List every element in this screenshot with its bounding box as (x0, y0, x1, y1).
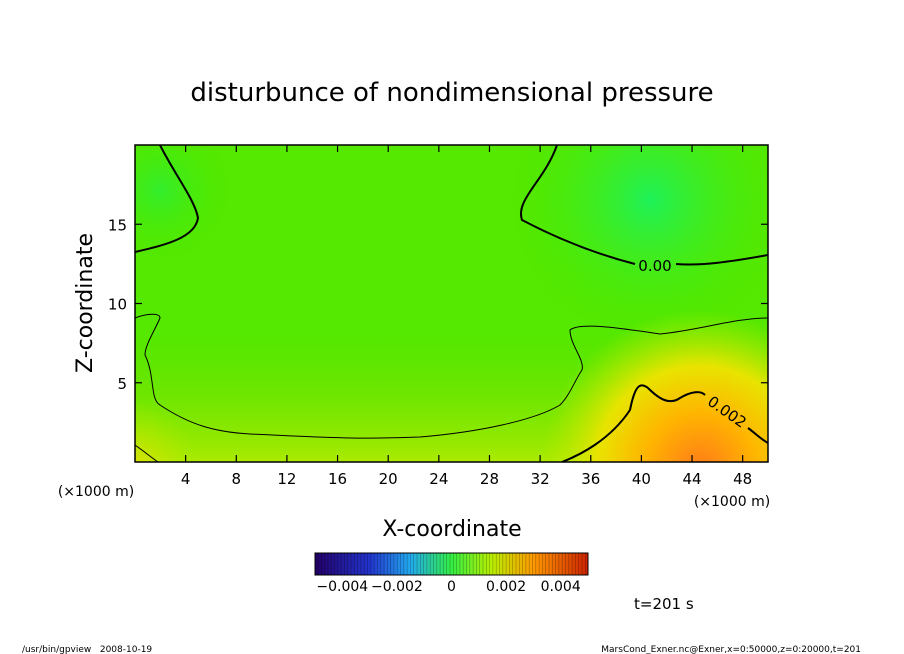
contour-0.002 (561, 384, 768, 462)
footer-left: /usr/bin/gpview 2008-10-19 (22, 645, 152, 654)
x-unit-right: (×1000 m) (694, 494, 770, 510)
y-axis: 5 10 15 (108, 216, 768, 393)
colorbar-tick-label: −0.004 (316, 579, 368, 595)
footer-right: MarsCond_Exner.nc@Exner,x=0:50000,z=0:20… (601, 645, 861, 654)
x-tick-label: 40 (632, 470, 651, 488)
x-tick-label: 12 (277, 470, 296, 488)
y-tick-label: 5 (117, 375, 127, 393)
chart-title: disturbunce of nondimensional pressure (190, 78, 713, 108)
contour-thin-left (135, 313, 768, 439)
x-tick-label: 48 (733, 470, 752, 488)
colorbar-tick-label: 0.002 (486, 579, 526, 595)
x-tick-label: 20 (379, 470, 398, 488)
x-axis: 4 8 12 16 20 24 28 32 36 40 44 48 (181, 145, 752, 488)
time-label: t=201 s (634, 595, 694, 613)
x-tick-label: 24 (429, 470, 448, 488)
x-tick-label: 8 (232, 470, 242, 488)
x-axis-label: X-coordinate (382, 517, 521, 542)
x-tick-label: 16 (328, 470, 347, 488)
x-tick-label: 36 (581, 470, 600, 488)
x-tick-label: 32 (531, 470, 550, 488)
x-tick-label: 28 (480, 470, 499, 488)
y-tick-label: 10 (108, 296, 127, 314)
contour-0.00-left (135, 145, 200, 253)
colorbar-tick-label: −0.002 (371, 579, 423, 595)
plot-field (135, 145, 768, 462)
colorbar-tick-label: 0.004 (541, 579, 581, 595)
x-tick-label: 4 (181, 470, 191, 488)
contour-label-0: 0.00 (638, 257, 671, 275)
contour-corner-left (135, 444, 159, 462)
y-tick-label: 15 (108, 216, 127, 234)
colorbar-tick-label: 0 (447, 579, 456, 595)
y-axis-label: Z-coordinate (73, 233, 98, 373)
contour-0.00-right (519, 145, 768, 266)
colorbar: −0.004 −0.002 0 0.002 0.004 (314, 552, 589, 595)
x-unit-left: (×1000 m) (58, 484, 134, 500)
x-tick-label: 44 (682, 470, 701, 488)
